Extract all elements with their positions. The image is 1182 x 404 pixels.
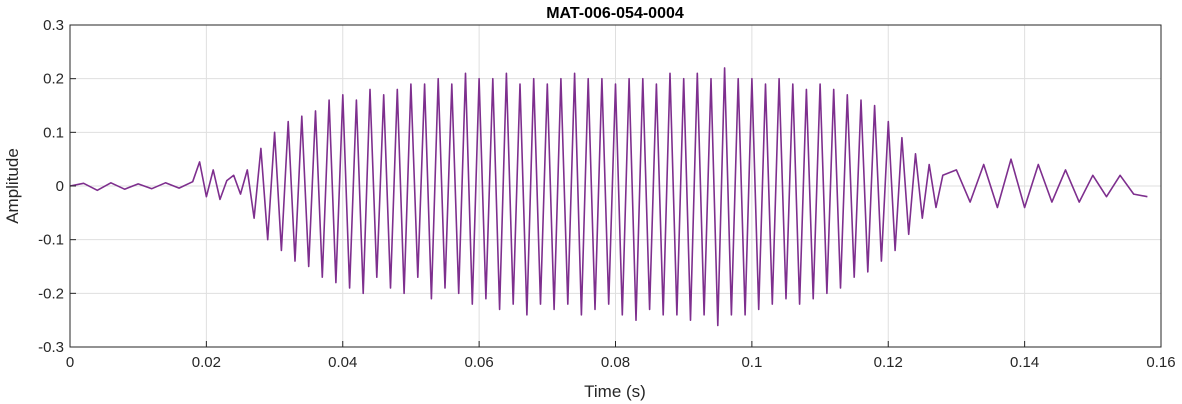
y-tick-label: 0.1 xyxy=(43,124,64,141)
y-tick-label: -0.3 xyxy=(38,339,64,356)
ticks: 0 0.02 0.04 0.06 0.08 0.1 0.12 0.14 0.16 0.3 0.2 0.… xyxy=(38,17,1175,371)
x-tick-label: 0.02 xyxy=(192,354,221,371)
signal-line xyxy=(69,67,1148,327)
x-tick-label: 0.12 xyxy=(874,354,903,371)
x-tick-label: 0.04 xyxy=(328,354,357,371)
x-tick-label: 0.1 xyxy=(741,354,762,371)
x-axis-label: Time (s) xyxy=(584,382,646,401)
x-tick-label: 0 xyxy=(66,354,74,371)
y-tick-label: 0.2 xyxy=(43,71,64,88)
x-tick-label: 0.08 xyxy=(601,354,630,371)
x-tick-label: 0.16 xyxy=(1146,354,1175,371)
y-axis-label: Amplitude xyxy=(3,148,22,224)
y-tick-label: 0 xyxy=(56,178,64,195)
y-tick-label: -0.2 xyxy=(38,285,64,302)
x-tick-label: 0.14 xyxy=(1010,354,1039,371)
chart-title: MAT-006-054-0004 xyxy=(546,5,684,22)
x-tick-label: 0.06 xyxy=(465,354,494,371)
y-tick-label: -0.1 xyxy=(38,232,64,249)
y-tick-label: 0.3 xyxy=(43,17,64,34)
